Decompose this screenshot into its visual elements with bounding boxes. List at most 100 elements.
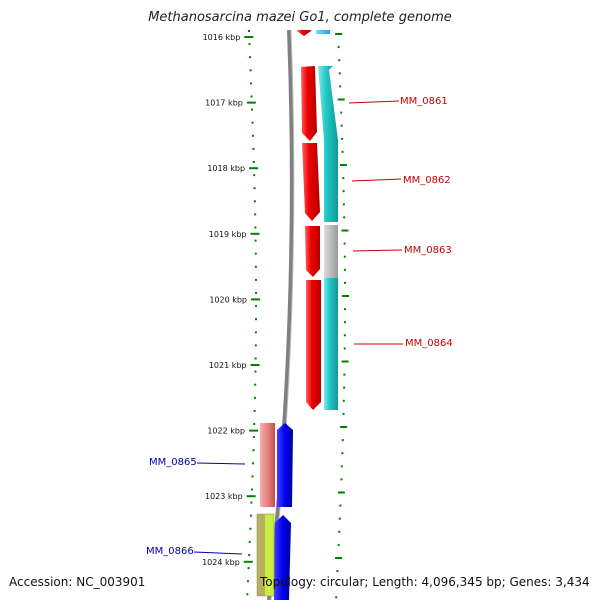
inner-minor-tick <box>254 239 257 242</box>
feature-mm0866-lime <box>265 514 274 596</box>
inner-minor-tick <box>250 95 253 98</box>
feature-gray <box>324 225 338 278</box>
inner-minor-tick <box>246 593 249 596</box>
gene-label-text: MM_0864 <box>405 338 453 349</box>
inner-minor-tick <box>254 252 257 255</box>
genome-title: Methanosarcina mazei Go1, complete genom… <box>148 10 452 25</box>
feature-blue-upper <box>277 423 293 507</box>
outer-minor-tick <box>343 321 346 324</box>
outer-major-tick <box>342 295 350 297</box>
feature-mm0861-red <box>301 66 317 141</box>
ruler-tick-label: 1024 kbp <box>202 558 240 567</box>
ruler-tick-label: 1019 kbp <box>209 230 247 239</box>
gene-label-text: MM_0866 <box>146 546 194 557</box>
outer-minor-tick <box>338 59 341 62</box>
gene-label-mm0863[interactable]: MM_0863 <box>352 245 452 256</box>
outer-minor-tick <box>342 190 345 193</box>
inner-tick-ring <box>246 30 258 596</box>
outer-minor-tick <box>339 504 342 507</box>
inner-minor-tick <box>252 161 255 163</box>
outer-minor-tick <box>340 465 343 468</box>
feature-cyan-2 <box>324 278 338 410</box>
outer-minor-tick <box>341 452 344 455</box>
inner-minor-tick <box>253 200 256 203</box>
inner-minor-tick <box>249 527 252 530</box>
feature-cyan-1 <box>318 66 338 222</box>
feature-mm0862-red <box>302 143 320 221</box>
outer-minor-tick <box>340 111 343 114</box>
outer-minor-tick <box>343 281 346 284</box>
inner-minor-tick <box>253 423 256 425</box>
leader-line <box>352 249 403 252</box>
inner-minor-tick <box>254 344 257 347</box>
gene-label-text: MM_0862 <box>403 175 451 186</box>
inner-minor-tick <box>250 82 253 85</box>
inner-minor-tick <box>253 174 256 177</box>
gene-label-mm0866[interactable]: MM_0866 <box>146 546 243 557</box>
outer-tick-ring <box>335 33 350 599</box>
outer-major-tick <box>341 229 349 232</box>
inner-minor-tick <box>254 213 257 216</box>
gene-label-text: MM_0861 <box>400 96 448 107</box>
gene-label-mm0864[interactable]: MM_0864 <box>354 338 453 349</box>
outer-minor-tick <box>337 46 340 49</box>
outer-minor-tick <box>340 478 343 481</box>
outer-minor-tick <box>337 543 340 546</box>
feature-blue-lower <box>274 515 291 600</box>
outer-minor-tick <box>341 439 344 442</box>
outer-minor-tick <box>343 334 346 337</box>
inner-minor-tick <box>248 554 251 556</box>
outer-minor-tick <box>339 85 342 88</box>
ruler-tick-label: 1018 kbp <box>207 164 245 173</box>
inner-minor-tick <box>249 514 252 517</box>
ruler-tick-label: 1022 kbp <box>207 427 245 436</box>
outer-minor-tick <box>338 517 341 520</box>
feature-mm0864-red <box>306 280 321 410</box>
feature-top-red <box>297 30 311 36</box>
inner-minor-tick <box>254 226 257 229</box>
inner-minor-tick <box>255 292 258 294</box>
inner-minor-tick <box>246 580 249 583</box>
inner-minor-tick <box>254 278 257 281</box>
leader-line <box>351 178 402 182</box>
outer-minor-tick <box>336 570 339 573</box>
gene-label-text: MM_0863 <box>404 245 452 256</box>
outer-minor-tick <box>343 216 346 219</box>
outer-minor-tick <box>344 308 347 311</box>
inner-minor-tick <box>254 383 257 386</box>
feature-mm0865-pink <box>260 423 275 507</box>
inner-minor-tick <box>253 396 256 399</box>
ruler-tick-label: 1020 kbp <box>209 295 247 304</box>
inner-minor-tick <box>254 331 257 334</box>
gene-label-mm0865[interactable]: MM_0865 <box>149 457 246 468</box>
inner-minor-tick <box>251 475 254 478</box>
ruler: 1016 kbp 1017 kbp 1018 kbp 1019 kbp 1020 kbp… <box>202 33 261 567</box>
inner-minor-tick <box>254 357 257 360</box>
inner-minor-tick <box>248 540 251 543</box>
inner-minor-tick <box>252 449 255 452</box>
inner-minor-tick <box>251 108 254 111</box>
outer-major-tick <box>337 491 345 494</box>
outer-major-tick <box>335 557 343 559</box>
outer-minor-tick <box>343 347 346 350</box>
outer-minor-tick <box>343 268 346 271</box>
inner-minor-tick <box>253 409 256 412</box>
inner-minor-tick <box>254 370 257 373</box>
ruler-tick-label: 1023 kbp <box>205 492 243 501</box>
inner-minor-tick <box>250 501 253 504</box>
outer-major-tick <box>337 98 345 101</box>
inner-minor-tick <box>252 147 255 150</box>
outer-major-tick <box>340 426 348 428</box>
outer-major-tick <box>335 33 343 35</box>
ruler-tick-label: 1021 kbp <box>209 361 247 370</box>
outer-minor-tick <box>343 386 346 389</box>
leader-line <box>348 100 400 104</box>
inner-minor-tick <box>251 121 254 124</box>
outer-minor-tick <box>342 412 345 415</box>
inner-minor-tick <box>251 488 254 491</box>
feature-mm0863-red <box>305 226 320 277</box>
gene-label-mm0861[interactable]: MM_0861 <box>348 96 448 107</box>
gene-label-mm0862[interactable]: MM_0862 <box>351 175 451 186</box>
outer-minor-tick <box>341 137 344 140</box>
outer-minor-tick <box>342 399 345 402</box>
